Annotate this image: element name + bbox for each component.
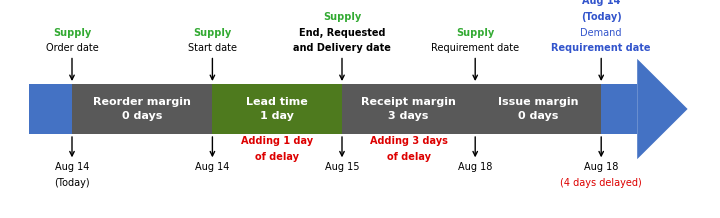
Text: of delay: of delay xyxy=(255,152,300,162)
Bar xyxy=(72,84,212,134)
Text: Aug 18: Aug 18 xyxy=(584,162,618,172)
Text: Supply: Supply xyxy=(456,28,495,38)
Text: of delay: of delay xyxy=(387,152,431,162)
Text: Start date: Start date xyxy=(188,43,237,53)
Bar xyxy=(212,84,342,134)
Text: Aug 14: Aug 14 xyxy=(195,162,230,172)
Text: Requirement date: Requirement date xyxy=(552,43,651,53)
Text: Aug 14: Aug 14 xyxy=(582,0,621,6)
Text: (Today): (Today) xyxy=(581,12,621,22)
Text: Demand: Demand xyxy=(580,28,622,38)
Polygon shape xyxy=(637,59,688,159)
Text: Aug 18: Aug 18 xyxy=(458,162,492,172)
Text: Adding 1 day: Adding 1 day xyxy=(241,136,313,146)
Text: Requirement date: Requirement date xyxy=(431,43,519,53)
Text: (Today): (Today) xyxy=(54,178,90,188)
Text: Order date: Order date xyxy=(45,43,99,53)
Text: Lead time
1 day: Lead time 1 day xyxy=(246,97,308,121)
Text: Receipt margin
3 days: Receipt margin 3 days xyxy=(361,97,456,121)
Text: Supply: Supply xyxy=(193,28,232,38)
Text: Supply: Supply xyxy=(323,12,361,22)
Text: and Delivery date: and Delivery date xyxy=(293,43,391,53)
Text: Aug 14: Aug 14 xyxy=(55,162,89,172)
Text: Aug 15: Aug 15 xyxy=(325,162,359,172)
Text: Adding 3 days: Adding 3 days xyxy=(370,136,448,146)
Text: Reorder margin
0 days: Reorder margin 0 days xyxy=(94,97,191,121)
Text: Supply: Supply xyxy=(53,28,91,38)
Text: Issue margin
0 days: Issue margin 0 days xyxy=(498,97,578,121)
Polygon shape xyxy=(29,84,637,134)
Text: (4 days delayed): (4 days delayed) xyxy=(560,178,642,188)
Bar xyxy=(342,84,475,134)
Text: End, Requested: End, Requested xyxy=(299,28,385,38)
Bar xyxy=(475,84,601,134)
